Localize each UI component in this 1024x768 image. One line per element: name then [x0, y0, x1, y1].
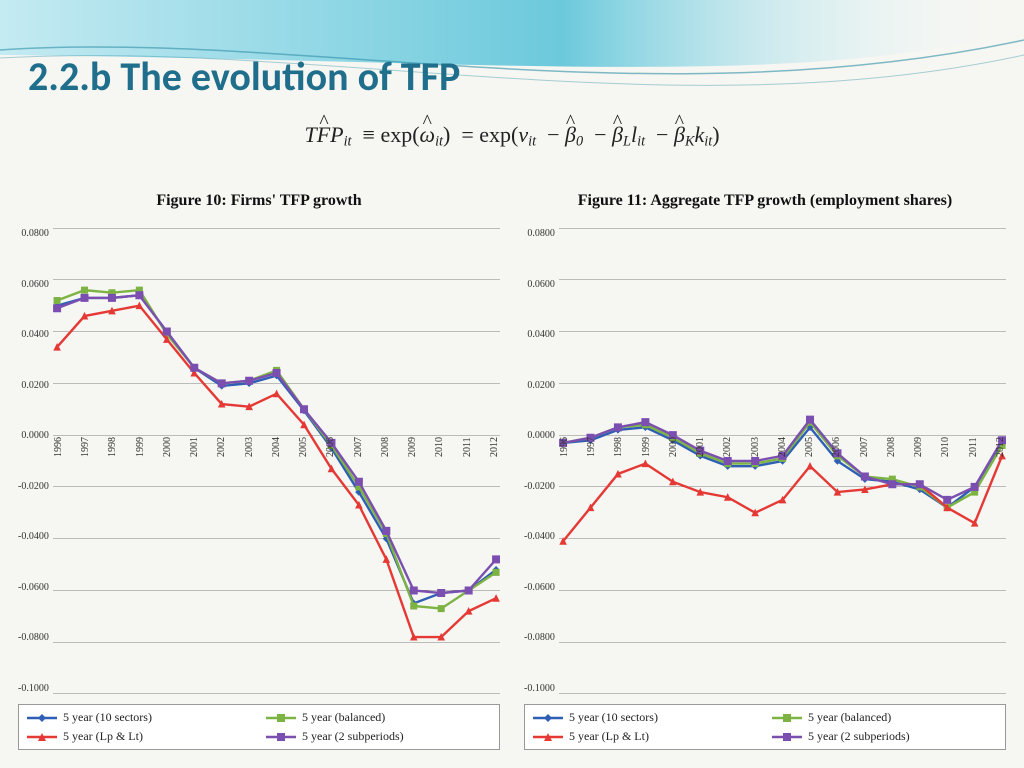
legend-label: 5 year (10 sectors): [63, 710, 152, 725]
legend-swatch-icon: [266, 731, 296, 743]
y-tick-label: 0.0000: [524, 430, 555, 441]
legend-item-lplt: 5 year (Lp & Lt): [533, 729, 758, 744]
y-tick-label: -0.0600: [524, 582, 555, 593]
legend-swatch-icon: [533, 712, 563, 724]
legend-label: 5 year (2 subperiods): [808, 729, 910, 744]
left-panel: Figure 10: Firms' TFP growth 0.0800 0.060…: [18, 180, 500, 750]
y-tick-label: 0.0400: [18, 329, 49, 340]
y-tick-label: -0.0800: [18, 632, 49, 643]
legend-label: 5 year (balanced): [302, 710, 385, 725]
legend-label: 5 year (10 sectors): [569, 710, 658, 725]
chart-panels: Figure 10: Firms' TFP growth 0.0800 0.060…: [18, 180, 1006, 750]
legend-swatch-icon: [27, 712, 57, 724]
legend-label: 5 year (balanced): [808, 710, 891, 725]
legend-item-sub2: 5 year (2 subperiods): [772, 729, 997, 744]
y-tick-label: 0.0600: [18, 279, 49, 290]
legend-label: 5 year (2 subperiods): [302, 729, 404, 744]
slide-title: 2.2.b The evolution of TFP: [28, 52, 460, 101]
right-panel: Figure 11: Aggregate TFP growth (employm…: [524, 180, 1006, 750]
legend-item-sub2: 5 year (2 subperiods): [266, 729, 491, 744]
legend-swatch-icon: [772, 712, 802, 724]
y-tick-label: -0.0800: [524, 632, 555, 643]
y-tick-label: 0.0400: [524, 329, 555, 340]
legend-swatch-icon: [533, 731, 563, 743]
legend-label: 5 year (Lp & Lt): [569, 729, 649, 744]
legend-swatch-icon: [772, 731, 802, 743]
legend-item-bal: 5 year (balanced): [772, 710, 997, 725]
y-tick-label: -0.0200: [524, 481, 555, 492]
y-tick-label: -0.0400: [18, 531, 49, 542]
right-y-ticks: 0.0800 0.0600 0.0400 0.0200 0.0000 -0.0200 -0.…: [524, 228, 559, 694]
legend-item-s10: 5 year (10 sectors): [533, 710, 758, 725]
legend-swatch-icon: [27, 731, 57, 743]
y-tick-label: -0.0200: [18, 481, 49, 492]
tfp-formula: TFPit ≡ exp(ωit) = exp(vit − β0 − βLlit …: [0, 122, 1024, 151]
y-tick-label: 0.0200: [18, 380, 49, 391]
y-tick-label: 0.0000: [18, 430, 49, 441]
y-tick-label: 0.0800: [18, 228, 49, 239]
legend-label: 5 year (Lp & Lt): [63, 729, 143, 744]
legend-swatch-icon: [266, 712, 296, 724]
legend-item-lplt: 5 year (Lp & Lt): [27, 729, 252, 744]
left-chart: 1996199719981999200020012002200320042005…: [53, 228, 500, 694]
legend-item-s10: 5 year (10 sectors): [27, 710, 252, 725]
y-tick-label: -0.0400: [524, 531, 555, 542]
left-chart-title: Figure 10: Firms' TFP growth: [18, 180, 500, 222]
left-legend: 5 year (10 sectors) 5 year (balanced) 5 …: [18, 704, 500, 750]
y-tick-label: -0.0600: [18, 582, 49, 593]
y-tick-label: -0.1000: [524, 683, 555, 694]
y-tick-label: 0.0200: [524, 380, 555, 391]
y-tick-label: 0.0600: [524, 279, 555, 290]
right-legend: 5 year (10 sectors) 5 year (balanced) 5 …: [524, 704, 1006, 750]
left-y-ticks: 0.0800 0.0600 0.0400 0.0200 0.0000 -0.0200 -0.…: [18, 228, 53, 694]
right-chart-title: Figure 11: Aggregate TFP growth (employm…: [524, 180, 1006, 222]
y-tick-label: -0.1000: [18, 683, 49, 694]
right-chart: 1996199719981999200020012002200320042005…: [559, 228, 1006, 694]
legend-item-bal: 5 year (balanced): [266, 710, 491, 725]
y-tick-label: 0.0800: [524, 228, 555, 239]
